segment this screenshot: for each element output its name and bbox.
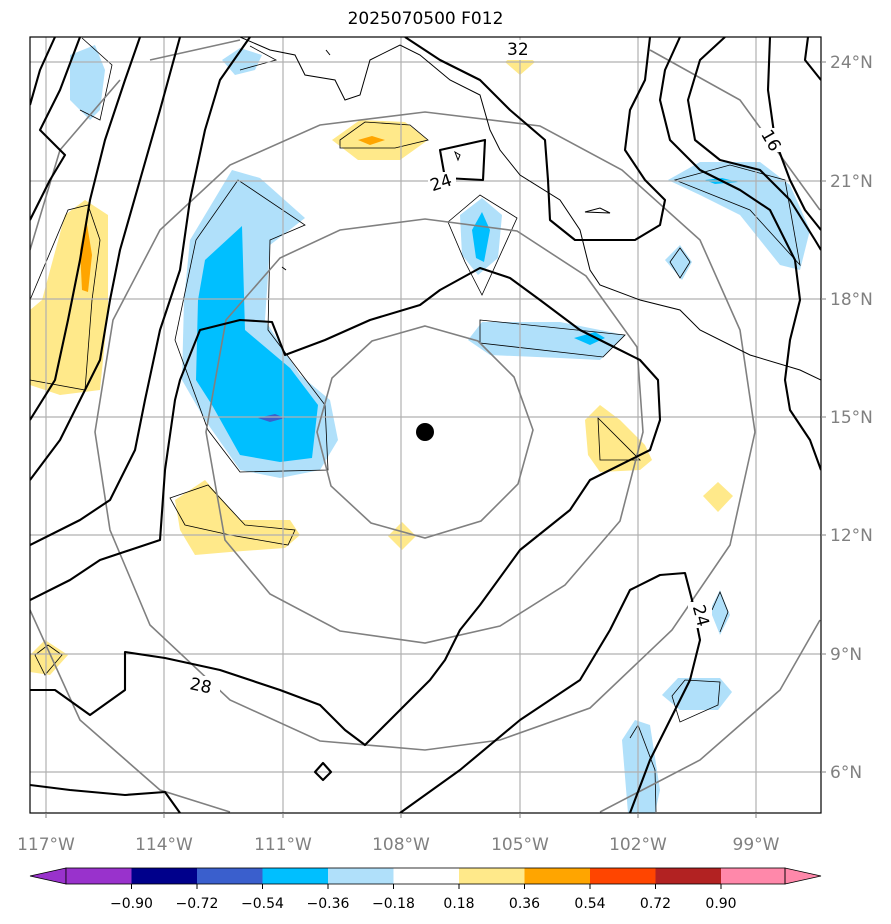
map-frame [29, 36, 822, 814]
lon-tick-label: 99°W [733, 835, 780, 855]
lat-tick-label: 15°N [830, 408, 873, 428]
lat-tick-label: 24°N [830, 53, 873, 73]
lon-tick-label: 114°W [135, 835, 193, 855]
colorbar-segment [328, 868, 394, 884]
lat-tick-label: 18°N [830, 290, 873, 310]
light-blue-area [710, 590, 730, 635]
colorbar-segment [721, 868, 785, 884]
colorbar-tick-label: 0.54 [574, 896, 605, 912]
orange-area [358, 136, 385, 145]
contour-line [658, 37, 821, 471]
medium-blue-area [196, 226, 318, 462]
colorbar-segment [459, 868, 525, 884]
light-blue-area [70, 45, 105, 120]
yellow-area [175, 480, 300, 555]
black-contours [30, 37, 821, 813]
colorbar-segment [655, 868, 721, 884]
colorbar-tick-label: 0.18 [443, 896, 474, 912]
medium-blue-area [472, 212, 490, 262]
lat-tick-label: 12°N [830, 526, 873, 546]
grid-lines [30, 37, 821, 813]
lat-tick-label: 9°N [830, 645, 862, 665]
contour-labels: 32 24 16 24 28 [188, 40, 784, 698]
colorbar-segment [524, 868, 590, 884]
lat-tick-label: 21°N [830, 172, 873, 192]
colorbar-tick-label: −0.72 [176, 896, 219, 912]
lat-tick-label: 6°N [830, 763, 862, 783]
lon-tick-label: 105°W [491, 835, 549, 855]
medium-blue-area [574, 332, 605, 345]
light-blue-area [668, 162, 810, 270]
colorbar-tick-label: −0.36 [307, 896, 350, 912]
dark-blue-area [258, 414, 285, 422]
contour-label: 28 [188, 674, 213, 698]
colorbar-extend-low [29, 867, 67, 885]
light-blue-area [665, 245, 692, 280]
colorbar-tick-label: −0.90 [110, 896, 153, 912]
colorbar-extend-high [784, 867, 822, 885]
lon-tick-label: 117°W [17, 835, 75, 855]
map-canvas [30, 37, 821, 813]
contour-line [438, 138, 487, 182]
contour-line [766, 37, 821, 231]
colorbar-segment [262, 868, 328, 884]
colorbar-tick-label: −0.54 [241, 896, 284, 912]
contour-line [30, 37, 56, 106]
contour-line [30, 37, 251, 546]
coastline [239, 37, 821, 381]
contour-line [313, 761, 333, 782]
map-title: 2025070500 F012 [347, 9, 504, 29]
contour-line [30, 783, 181, 813]
yellow-area [703, 482, 733, 512]
colorbar: −0.90 −0.72 −0.54 −0.36 −0.18 0.18 0.36 … [29, 867, 822, 912]
colorbar-segment [197, 868, 263, 884]
contour-line [30, 37, 141, 421]
yellow-area [30, 640, 68, 675]
contour-line [686, 37, 821, 251]
shaded-fields [30, 45, 810, 813]
lon-tick-label: 108°W [372, 835, 430, 855]
contour-line [404, 37, 667, 242]
storm-center-marker [416, 423, 434, 441]
colorbar-segment [66, 868, 132, 884]
lon-tick-label: 111°W [254, 835, 312, 855]
lon-axis: 117°W 114°W 111°W 108°W 105°W 102°W 99°W [17, 813, 780, 855]
lon-tick-label: 102°W [609, 835, 667, 855]
colorbar-tick-label: 0.90 [705, 896, 736, 912]
contour-line [30, 37, 81, 221]
colorbar-tick-label: 0.36 [509, 896, 540, 912]
light-blue-area [662, 678, 732, 710]
light-blue-area [622, 720, 660, 813]
colorbar-tick-label: 0.72 [640, 896, 671, 912]
colorbar-segment [590, 868, 656, 884]
contour-line [30, 266, 662, 747]
colorbar-segment [393, 868, 459, 884]
contour-line [803, 37, 821, 81]
colorbar-segment [131, 868, 197, 884]
contour-label: 32 [507, 40, 529, 60]
colorbar-tick-label: −0.18 [372, 896, 415, 912]
light-blue-area [468, 322, 625, 360]
yellow-area [388, 522, 416, 550]
contour-line [399, 571, 702, 813]
contour-line [30, 37, 182, 481]
lat-axis: 24°N 21°N 18°N 15°N 12°N 9°N 6°N [821, 53, 873, 783]
